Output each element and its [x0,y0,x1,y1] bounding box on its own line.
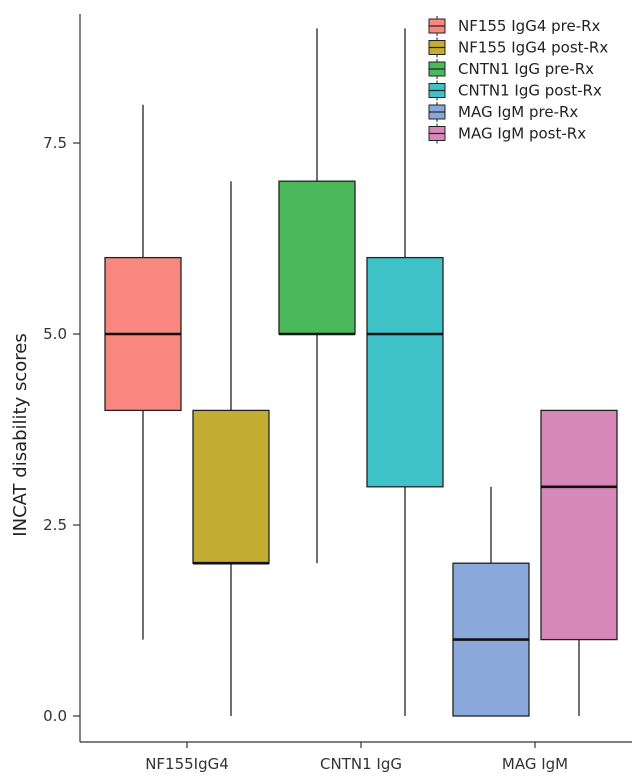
box-nf155-igg4-post-rx [192,181,270,716]
legend-label: CNTN1 IgG post-Rx [458,82,602,100]
y-tick-label: 7.5 [43,134,67,152]
box-body [278,180,356,335]
legend-label: NF155 IgG4 post-Rx [458,39,608,57]
y-ticks: 0.0 2.5 5.0 7.5 [43,134,80,725]
legend-label: MAG IgM post-Rx [458,125,586,143]
x-ticks: NF155IgG4 CNTN1 IgG MAG IgM [145,742,568,773]
y-tick-label: 5.0 [43,325,67,343]
legend-label: CNTN1 IgG pre-Rx [458,60,594,78]
legend: NF155 IgG4 pre-Rx NF155 IgG4 post-Rx CNTN1… [428,16,608,144]
boxes [104,28,618,717]
legend-item: CNTN1 IgG pre-Rx [428,59,594,79]
box-body [192,409,270,564]
x-tick-label: CNTN1 IgG [320,755,402,773]
x-tick-label: MAG IgM [502,755,568,773]
legend-item: NF155 IgG4 pre-Rx [428,16,601,36]
legend-item: NF155 IgG4 post-Rx [428,37,608,58]
x-tick-label: NF155IgG4 [145,755,229,773]
y-axis-title: INCAT disability scores [10,333,31,536]
legend-label: MAG IgM pre-Rx [458,103,578,121]
box-mag-igm-pre-rx [452,486,530,717]
box-cntn1-igg-pre-rx [278,28,356,564]
legend-label: NF155 IgG4 pre-Rx [458,17,601,35]
y-tick-label: 2.5 [43,516,67,534]
box-body [540,409,618,641]
legend-item: MAG IgM pre-Rx [428,102,578,122]
box-body [366,256,444,488]
box-cntn1-igg-post-rx [366,28,444,716]
box-nf155-igg4-pre-rx [104,104,182,640]
y-tick-label: 0.0 [43,707,67,725]
axes [79,14,632,743]
box-mag-igm-post-rx [540,409,618,716]
legend-item: CNTN1 IgG post-Rx [428,80,602,101]
legend-item: MAG IgM post-Rx [428,123,586,144]
